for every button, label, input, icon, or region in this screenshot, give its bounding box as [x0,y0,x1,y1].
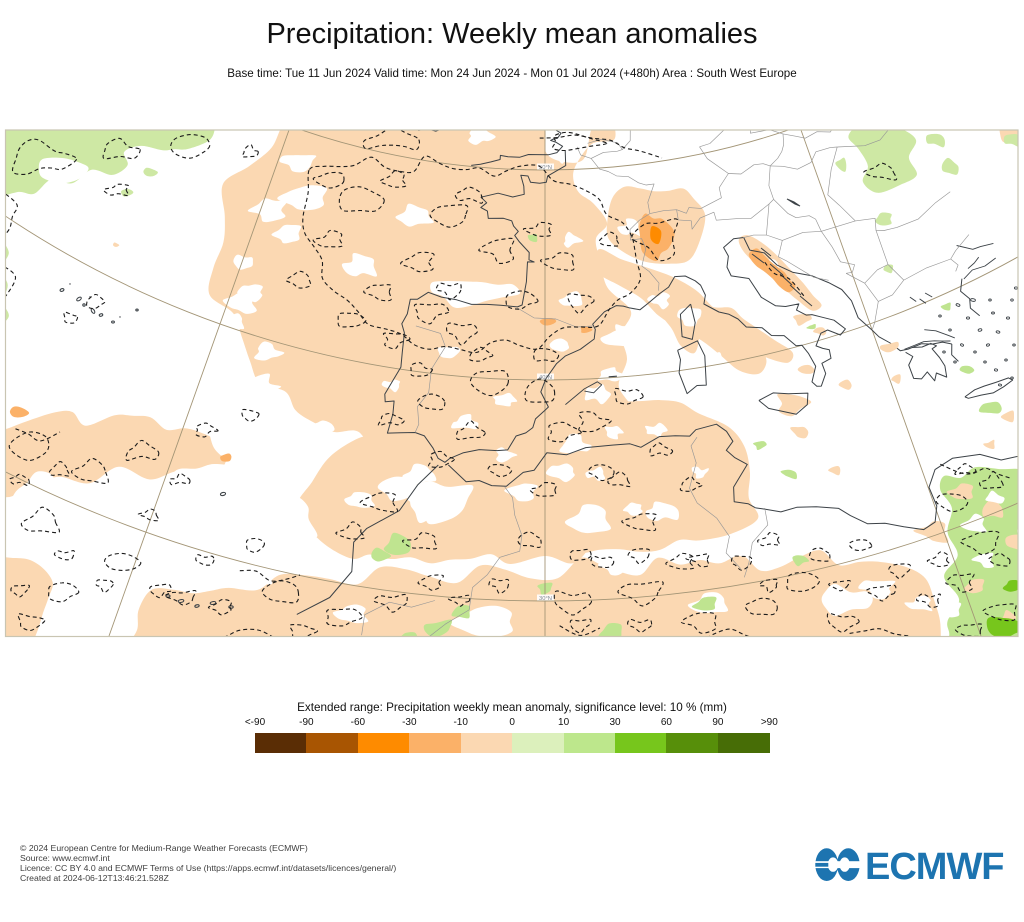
svg-text:50°N: 50°N [539,165,552,171]
svg-text:30°N: 30°N [539,596,552,602]
svg-text:40°N: 40°N [539,375,552,381]
